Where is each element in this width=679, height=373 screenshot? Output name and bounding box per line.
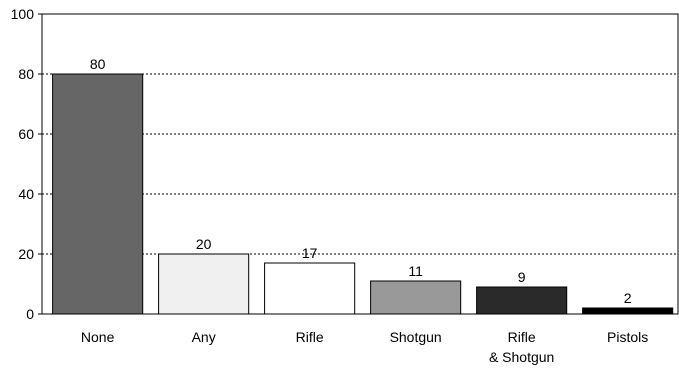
bar <box>370 280 462 315</box>
bar <box>582 307 674 315</box>
value-label: 20 <box>196 236 212 252</box>
value-labels: 80 20 17 11 9 2 <box>90 56 632 306</box>
x-axis-labels: None Any Rifle Shotgun Rifle & Shotgun Pistols <box>81 329 648 365</box>
grid-lines <box>42 73 678 255</box>
y-tick-label: 80 <box>18 66 34 82</box>
y-tick-label: 60 <box>18 126 34 142</box>
category-label: Rifle <box>296 329 324 345</box>
y-axis-ticks: 0 20 40 60 80 100 <box>11 6 42 322</box>
category-label: Any <box>192 329 216 345</box>
bar <box>264 262 356 315</box>
plot-frame <box>41 13 679 315</box>
bar <box>476 286 568 315</box>
value-label: 80 <box>90 56 106 72</box>
category-label: None <box>81 329 115 345</box>
bar <box>158 253 250 315</box>
value-label: 2 <box>624 290 632 306</box>
value-label: 17 <box>302 245 318 261</box>
category-label: & Shotgun <box>489 349 554 365</box>
category-label: Rifle <box>508 329 536 345</box>
value-label: 11 <box>408 263 423 279</box>
y-tick-label: 20 <box>18 246 34 262</box>
y-tick-label: 100 <box>11 6 35 22</box>
category-label: Pistols <box>607 329 648 345</box>
y-tick-label: 0 <box>26 306 34 322</box>
plot-border <box>41 13 679 315</box>
bar <box>52 73 144 315</box>
value-label: 9 <box>518 269 526 285</box>
y-tick-label: 40 <box>18 186 34 202</box>
category-label: Shotgun <box>390 329 442 345</box>
